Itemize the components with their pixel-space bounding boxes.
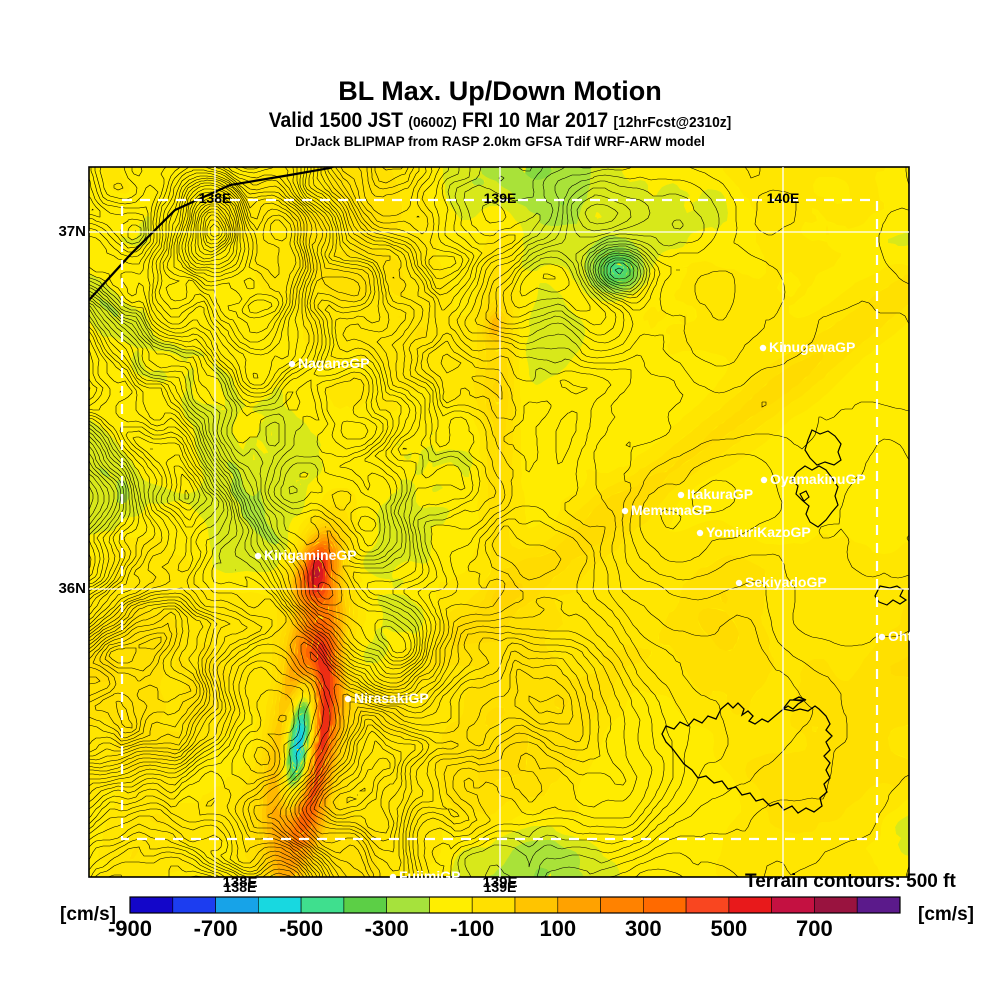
- svg-text:36N: 36N: [58, 580, 86, 597]
- svg-text:OhtoneGP: OhtoneGP: [888, 628, 957, 644]
- svg-text:MemumaGP: MemumaGP: [631, 502, 712, 518]
- svg-text:ItakuraGP: ItakuraGP: [687, 486, 753, 502]
- svg-text:138E: 138E: [222, 874, 257, 891]
- svg-text:Terrain contours: 500 ft: Terrain contours: 500 ft: [745, 871, 956, 892]
- svg-text:OyamakinuGP: OyamakinuGP: [770, 471, 866, 487]
- svg-text:SekiyadoGP: SekiyadoGP: [745, 574, 827, 590]
- svg-text:-300: -300: [365, 916, 409, 941]
- svg-text:700: 700: [796, 916, 833, 941]
- svg-text:NaganoGP: NaganoGP: [298, 355, 370, 371]
- svg-text:KinugawaGP: KinugawaGP: [769, 339, 855, 355]
- svg-text:139E: 139E: [484, 190, 517, 206]
- svg-text:139E: 139E: [482, 874, 517, 891]
- svg-text:-500: -500: [279, 916, 323, 941]
- svg-text:YomiuriKazoGP: YomiuriKazoGP: [706, 524, 811, 540]
- svg-text:300: 300: [625, 916, 662, 941]
- svg-text:KirigamineGP: KirigamineGP: [264, 547, 357, 563]
- svg-text:140E: 140E: [767, 190, 800, 206]
- svg-text:-900: -900: [108, 916, 152, 941]
- svg-text:-100: -100: [450, 916, 494, 941]
- svg-text:NirasakiGP: NirasakiGP: [354, 690, 429, 706]
- svg-text:[cm/s]: [cm/s]: [918, 904, 974, 925]
- svg-text:37N: 37N: [58, 223, 86, 240]
- svg-text:100: 100: [539, 916, 576, 941]
- svg-text:-700: -700: [194, 916, 238, 941]
- svg-text:138E: 138E: [199, 190, 232, 206]
- svg-text:FujimiGP: FujimiGP: [399, 868, 460, 884]
- svg-text:500: 500: [711, 916, 748, 941]
